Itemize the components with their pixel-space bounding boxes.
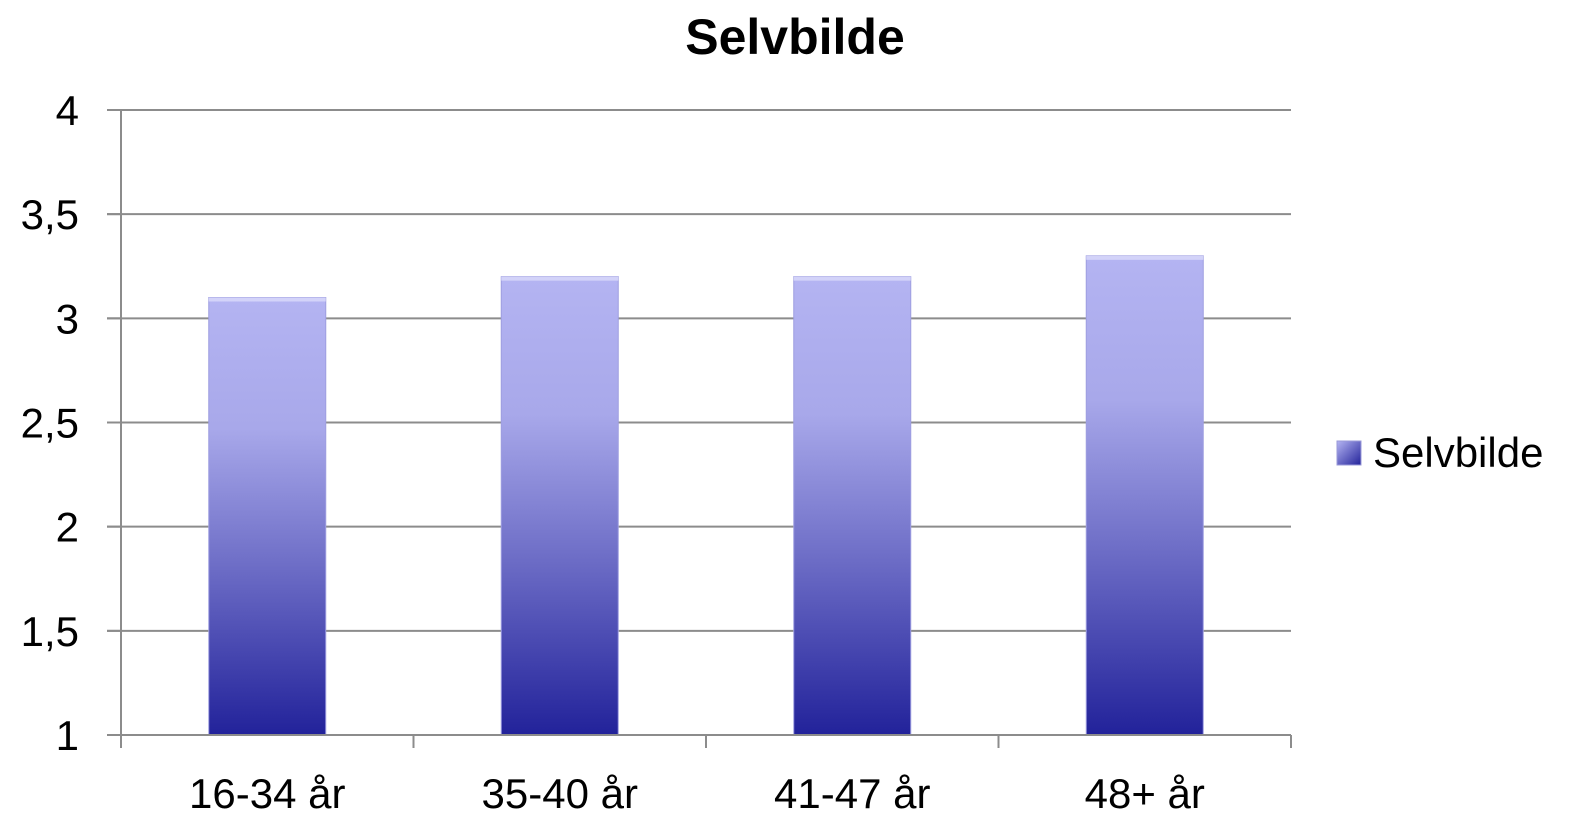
y-tick-label: 4 xyxy=(56,87,79,134)
bar xyxy=(500,276,619,736)
y-tick-labels: 1 1,5 2 2,5 3 3,5 4 xyxy=(21,87,79,759)
bar xyxy=(208,297,327,736)
bar xyxy=(793,276,912,736)
legend-swatch xyxy=(1336,440,1362,466)
legend: Selvbilde xyxy=(1336,429,1543,476)
y-tick-label: 3 xyxy=(56,295,79,342)
x-tick-label: 16-34 år xyxy=(189,770,345,817)
x-tick-labels: 16-34 år 35-40 år 41-47 år 48+ år xyxy=(189,770,1205,817)
y-tick-label: 2,5 xyxy=(21,400,79,447)
x-tick-label: 35-40 år xyxy=(482,770,638,817)
y-tick-label: 1 xyxy=(56,712,79,759)
bar-highlight xyxy=(1086,255,1204,260)
bar-highlight xyxy=(208,297,326,302)
x-tick-label: 41-47 år xyxy=(774,770,930,817)
bar-highlight xyxy=(793,276,911,281)
chart-title: Selvbilde xyxy=(685,9,905,65)
bars xyxy=(208,255,1204,736)
axes xyxy=(107,109,1292,748)
bar-highlight xyxy=(501,276,619,281)
bar xyxy=(1085,255,1204,736)
legend-label: Selvbilde xyxy=(1373,429,1543,476)
x-tick-label: 48+ år xyxy=(1085,770,1205,817)
y-tick-label: 3,5 xyxy=(21,191,79,238)
y-tick-label: 1,5 xyxy=(21,608,79,655)
y-tick-label: 2 xyxy=(56,504,79,551)
